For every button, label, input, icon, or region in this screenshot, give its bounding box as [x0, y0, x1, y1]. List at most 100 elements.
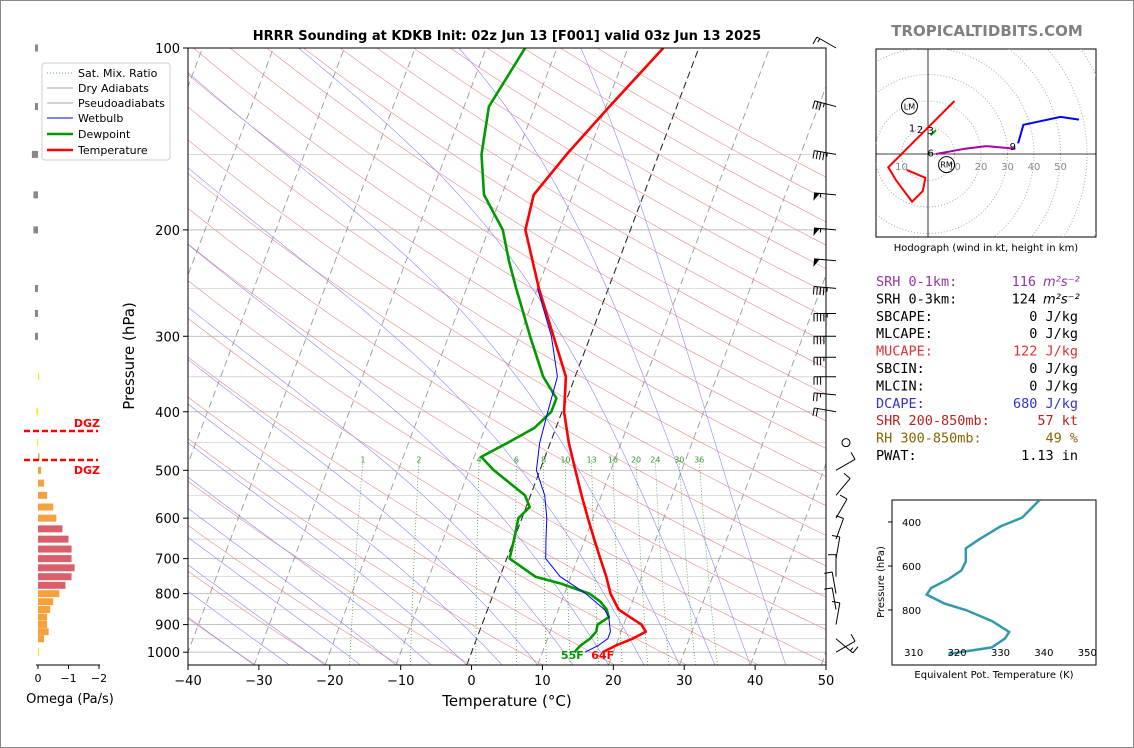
isotherm--40 [188, 48, 416, 654]
mixing-ratio-6 [515, 459, 517, 665]
isotherm--10 [395, 48, 629, 665]
theta-e-x-tick-label: 320 [948, 648, 967, 659]
mixing-ratio-label-6: 6 [514, 456, 519, 465]
index-unit: m²s⁻² [1043, 275, 1080, 290]
pseudoadiabat-40 [458, 48, 751, 665]
index-value: 680 J/kg [1013, 396, 1078, 412]
mixing-ratio-4 [475, 459, 480, 665]
omega-bar [38, 479, 45, 487]
barb-flag [824, 571, 833, 574]
barb-flag [812, 36, 818, 45]
hodograph-trace [1017, 115, 1080, 144]
legend: Sat. Mix. Ratio Dry Adiabats Pseudoadiab… [41, 62, 171, 161]
index-unit: m²s⁻² [1043, 292, 1080, 307]
barb-shaft [835, 498, 848, 519]
x-axis-label: Temperature (°C) [441, 692, 571, 710]
y-tick-label: 300 [155, 330, 180, 345]
hodograph-height-label: 9 [1010, 142, 1016, 153]
index-label: SBCIN: [876, 361, 925, 377]
barb-flag [812, 100, 816, 109]
hodograph-trace [887, 100, 956, 204]
wind-barb [831, 535, 841, 559]
dry-adiabat-350 [188, 173, 826, 567]
mixing-ratio-label-4: 4 [477, 456, 482, 465]
mixing-ratio-label-13: 13 [587, 456, 597, 465]
wind-barb [831, 601, 841, 625]
omega-bar [38, 503, 54, 511]
barb-flag [812, 286, 815, 295]
dry-adiabat-430 [340, 48, 826, 343]
barb-flag [824, 587, 833, 590]
dry-adiabat-400 [229, 48, 826, 422]
pseudoadiabat-20 [188, 244, 609, 665]
skewt-plot-frame [187, 47, 827, 666]
wind-barb [813, 312, 836, 322]
theta-e-clip [924, 500, 1041, 656]
theta-e-y-tick-label: 600 [902, 562, 921, 573]
omega-bar [34, 332, 38, 340]
omega-bar [34, 44, 38, 52]
omega-bar [34, 309, 38, 317]
hodograph-height-label: 2 [917, 125, 923, 136]
theta-e-xlabel: Equivalent Pot. Temperature (K) [914, 670, 1073, 681]
isotherm-20 [608, 85, 826, 665]
theta-e-x-tick-label: 310 [904, 648, 923, 659]
index-label: SHR 200-850mb: [876, 413, 990, 429]
y-tick-label: 100 [155, 42, 180, 57]
isotherm--30 [253, 48, 487, 665]
omega-bar [34, 284, 38, 292]
legend-label-pseudoadiabats: Pseudoadiabats [78, 97, 165, 110]
legend-label-dry-adiabats: Dry Adiabats [78, 82, 149, 95]
omega-bar [38, 535, 69, 543]
barb-shaft [835, 478, 851, 496]
pseudoadiabat-0 [188, 442, 467, 665]
barb-flag [815, 101, 819, 110]
hodograph-storm-motion [900, 97, 918, 115]
barb-flag [812, 150, 815, 159]
pseudoadiabat--30 [188, 616, 255, 665]
theta-e-y-tick-label: 800 [902, 606, 921, 617]
y-tick-label: 200 [155, 224, 180, 239]
pseudoadiabat--15 [188, 536, 361, 665]
dry-adiabat-370 [188, 106, 826, 506]
omega-bar [38, 564, 75, 572]
watermark: TROPICALTIDBITS.COM [891, 22, 1083, 40]
dgz-top-label: DGZ [74, 417, 100, 430]
index-label: PWAT: [876, 448, 917, 464]
mixing-ratio-10 [565, 459, 571, 665]
barb-shaft [835, 518, 844, 540]
wind-barb [835, 638, 859, 654]
dry-adiabat-410 [266, 48, 826, 395]
omega-bar [38, 491, 48, 499]
wind-barb [812, 407, 837, 417]
hodograph-height-label: 6 [927, 149, 933, 160]
dry-adiabat-260 [188, 524, 400, 665]
barb-shaft [814, 258, 837, 262]
pseudoadiabat-30 [188, 72, 680, 665]
barb-half-flag [849, 647, 854, 652]
barb-flag [831, 601, 840, 604]
theta-e-panel: 400 600 800 310 320 330 340 350 [888, 500, 1097, 659]
pseudoadiabat-10 [188, 359, 538, 665]
skewt-title: HRRR Sounding at KDKB Init: 02z Jun 13 [… [253, 29, 761, 44]
omega-bar [38, 590, 60, 598]
barb-flag [850, 452, 856, 460]
surface-temperature-label: 64F [591, 649, 614, 662]
omega-bar [38, 606, 51, 614]
dry-adiabat-320 [188, 280, 826, 664]
y-tick-label: 800 [155, 588, 180, 603]
barb-flag [812, 392, 815, 401]
dry-adiabat-310 [188, 317, 759, 665]
mixing-ratio-13 [591, 459, 600, 665]
barb-shaft [831, 587, 837, 610]
wind-barb [812, 286, 837, 296]
legend-label-mixratio: Sat. Mix. Ratio [78, 67, 158, 80]
omega-bar [38, 581, 66, 589]
dry-adiabat-240 [188, 618, 256, 665]
y-tick-label: 1000 [147, 646, 180, 661]
wind-barb [835, 515, 844, 540]
barb-flag [835, 515, 844, 519]
barb-shaft [835, 536, 841, 559]
wind-barb [813, 356, 836, 366]
barb-half-flag [826, 152, 828, 157]
